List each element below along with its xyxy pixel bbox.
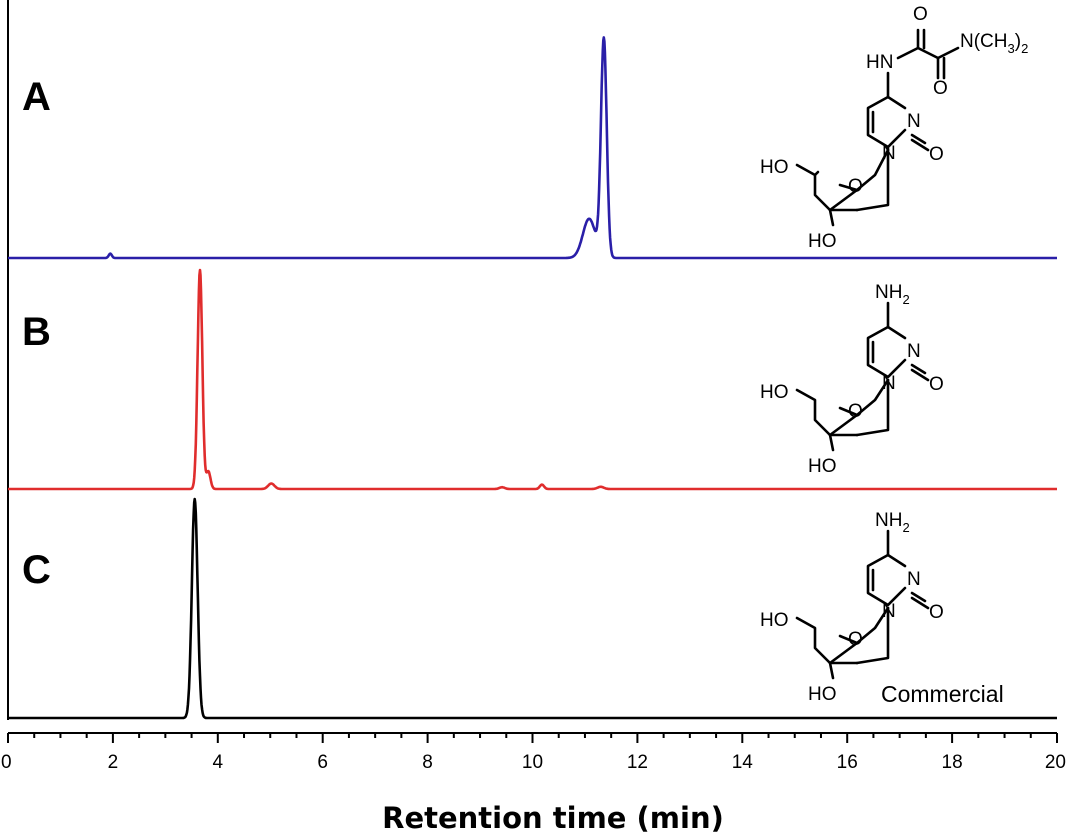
struct-b-ho-top: HO bbox=[760, 382, 789, 403]
struct-b-n1: N bbox=[882, 373, 896, 394]
x-tick-label: 0 bbox=[1, 752, 12, 773]
struct-c-amino: NH2 bbox=[875, 510, 910, 535]
x-tick-label: 14 bbox=[732, 752, 754, 773]
struct-a-hn: HN bbox=[866, 52, 893, 73]
struct-a-ho-top: HO bbox=[760, 157, 789, 178]
struct-c-ho-top: HO bbox=[760, 610, 789, 631]
struct-a-oxo-1: O bbox=[913, 4, 928, 25]
struct-c-n3: N bbox=[907, 569, 921, 590]
struct-b-amino: NH2 bbox=[875, 282, 910, 307]
x-tick-label: 4 bbox=[213, 752, 224, 773]
struct-b-c2-o: O bbox=[929, 374, 944, 395]
structure-c: HO O HO N N O NH2 Commercial bbox=[760, 510, 1004, 707]
struct-b-ho-bottom: HO bbox=[808, 456, 837, 477]
trace-a bbox=[7, 36, 1058, 260]
traces-group bbox=[7, 36, 1058, 720]
struct-c-ho-bottom: HO bbox=[808, 684, 837, 705]
x-tick-label: 16 bbox=[837, 752, 858, 773]
x-tick-label: 10 bbox=[522, 752, 543, 773]
trace-c bbox=[7, 497, 1058, 720]
struct-a-c2-o: O bbox=[929, 144, 944, 165]
x-axis-ticks: 0 2 4 6 8 10 12 14 16 18 20 bbox=[1, 733, 1066, 773]
structure-b: HO O HO N N O NH2 bbox=[760, 282, 944, 477]
structure-a: HO O HO N N O HN O O N(CH3)2 bbox=[760, 4, 1028, 252]
x-tick-label: 12 bbox=[627, 752, 648, 773]
x-tick-label: 8 bbox=[422, 752, 433, 773]
panel-label-b: B bbox=[22, 310, 51, 354]
struct-a-ring-o: O bbox=[848, 176, 863, 197]
struct-a-n3: N bbox=[907, 111, 921, 132]
struct-b-n3: N bbox=[907, 341, 921, 362]
struct-c-ring-o: O bbox=[848, 629, 863, 650]
trace-b bbox=[7, 268, 1058, 491]
panel-label-c: C bbox=[22, 548, 51, 592]
struct-a-oxo-2: O bbox=[933, 78, 948, 99]
struct-a-dimethylamino: N(CH3)2 bbox=[960, 31, 1028, 56]
struct-b-ring-o: O bbox=[848, 401, 863, 422]
struct-a-n1: N bbox=[882, 143, 896, 164]
x-tick-label: 6 bbox=[317, 752, 328, 773]
x-tick-label: 20 bbox=[1045, 752, 1066, 773]
struct-a-ho-bottom: HO bbox=[808, 231, 837, 252]
x-axis-title: Retention time (min) bbox=[382, 801, 724, 835]
struct-c-n1: N bbox=[882, 601, 896, 622]
x-tick-label: 2 bbox=[108, 752, 119, 773]
commercial-annotation: Commercial bbox=[881, 681, 1004, 707]
struct-c-c2-o: O bbox=[929, 602, 944, 623]
x-tick-label: 18 bbox=[942, 752, 963, 773]
panel-label-a: A bbox=[22, 75, 51, 119]
